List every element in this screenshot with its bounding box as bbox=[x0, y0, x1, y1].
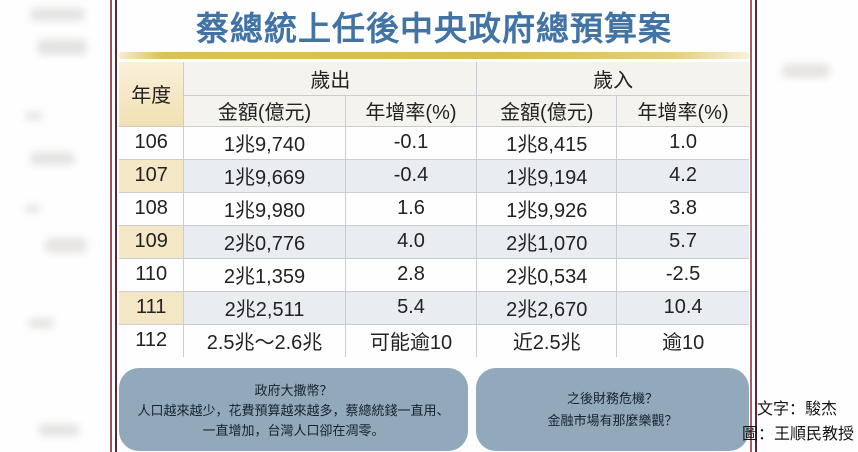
cell-out-amount: 1兆9,740 bbox=[183, 125, 346, 160]
credit-chart-author: 圖：王順民教授 bbox=[742, 426, 855, 443]
page-title: 蔡總統上任後中央政府總預算案 bbox=[196, 10, 672, 47]
callout-finance: 之後財務危機？ 金融市場有那麼樂觀？ bbox=[476, 368, 749, 451]
blurred-artifact bbox=[37, 39, 87, 55]
cell-in-amount: 2兆2,670 bbox=[476, 290, 618, 325]
cell-out-amount: 2兆1,359 bbox=[183, 257, 346, 292]
cell-in-amount: 1兆8,415 bbox=[476, 125, 618, 160]
group-header-revenue: 歲入 bbox=[476, 62, 749, 96]
cell-year: 111 bbox=[119, 290, 185, 325]
cell-out-amount: 2.5兆～2.6兆 bbox=[183, 323, 346, 357]
cell-in-growth: 10.4 bbox=[616, 290, 749, 325]
blurred-artifact bbox=[38, 424, 80, 436]
table-header: 年度 歲出 歲入 金額(億元) 年增率(%) 金額(億元) 年增率(%) bbox=[119, 62, 749, 127]
cell-out-growth: 1.6 bbox=[344, 191, 478, 226]
table-row: 107 1兆9,669 -0.4 1兆9,194 4.2 bbox=[119, 158, 749, 193]
column-header-year: 年度 bbox=[119, 62, 185, 127]
cell-out-amount: 1兆9,980 bbox=[183, 191, 346, 226]
cell-in-growth: 逾10 bbox=[616, 323, 749, 357]
table-row: 108 1兆9,980 1.6 1兆9,926 3.8 bbox=[119, 191, 749, 226]
blurred-artifact bbox=[28, 318, 54, 328]
blurred-artifact bbox=[25, 205, 40, 213]
cell-out-growth: -0.1 bbox=[344, 125, 478, 160]
blurred-artifact bbox=[25, 112, 43, 120]
callout-spending: 政府大撒幣？ 人口越來越少，花費預算越來越多，蔡總統錢一直用、一直增加，台灣人口… bbox=[119, 368, 469, 451]
callouts: 政府大撒幣？ 人口越來越少，花費預算越來越多，蔡總統錢一直用、一直增加，台灣人口… bbox=[119, 368, 749, 451]
cell-out-growth: 4.0 bbox=[344, 224, 478, 259]
credit-text-author: 文字：駿杰 bbox=[757, 401, 838, 418]
table-row: 109 2兆0,776 4.0 2兆1,070 5.7 bbox=[119, 224, 749, 259]
blurred-artifact bbox=[30, 8, 85, 21]
cell-in-growth: -2.5 bbox=[616, 257, 749, 292]
cell-out-growth: -0.4 bbox=[344, 158, 478, 193]
cell-in-amount: 1兆9,194 bbox=[476, 158, 618, 193]
blurred-artifact bbox=[45, 238, 87, 253]
cell-out-amount: 1兆9,669 bbox=[183, 158, 346, 193]
cell-out-growth: 2.8 bbox=[344, 257, 478, 292]
table-row: 111 2兆2,511 5.4 2兆2,670 10.4 bbox=[119, 290, 749, 325]
cell-in-amount: 1兆9,926 bbox=[476, 191, 618, 226]
table-row: 112 2.5兆～2.6兆 可能逾10 近2.5兆 逾10 bbox=[119, 323, 749, 357]
cell-in-growth: 3.8 bbox=[616, 191, 749, 226]
column-header-out-amount: 金額(億元) bbox=[183, 94, 346, 127]
group-header-expenditure: 歲出 bbox=[183, 62, 478, 96]
cell-year: 110 bbox=[119, 257, 185, 292]
cell-out-amount: 2兆2,511 bbox=[183, 290, 346, 325]
left-edge-line-outer bbox=[110, 0, 112, 452]
cell-year: 106 bbox=[119, 125, 185, 160]
blurred-artifact bbox=[30, 152, 75, 165]
callout-finance-text: 金融市場有那麼樂觀？ bbox=[547, 413, 678, 428]
left-edge-line-inner bbox=[115, 0, 117, 452]
cell-in-growth: 5.7 bbox=[616, 224, 749, 259]
cell-year: 107 bbox=[119, 158, 185, 193]
callout-spending-text: 人口越來越少，花費預算越來越多，蔡總統錢一直用、一直增加，台灣人口卻在凋零。 bbox=[137, 403, 450, 438]
blurred-artifact bbox=[782, 64, 830, 78]
cell-year: 109 bbox=[119, 224, 185, 259]
callout-spending-title: 政府大撒幣？ bbox=[254, 383, 333, 398]
callout-finance-title: 之後財務危機？ bbox=[567, 391, 659, 406]
table-row: 106 1兆9,740 -0.1 1兆8,415 1.0 bbox=[119, 125, 749, 160]
cell-year: 108 bbox=[119, 191, 185, 226]
cell-in-amount: 近2.5兆 bbox=[476, 323, 618, 357]
cell-year: 112 bbox=[119, 323, 185, 357]
cell-in-amount: 2兆0,534 bbox=[476, 257, 618, 292]
cell-in-amount: 2兆1,070 bbox=[476, 224, 618, 259]
cell-in-growth: 1.0 bbox=[616, 125, 749, 160]
column-header-out-growth: 年增率(%) bbox=[344, 94, 478, 127]
table-row: 110 2兆1,359 2.8 2兆0,534 -2.5 bbox=[119, 257, 749, 292]
right-edge-line-inner bbox=[750, 0, 752, 452]
cell-in-growth: 4.2 bbox=[616, 158, 749, 193]
budget-table: 年度 歲出 歲入 金額(億元) 年增率(%) 金額(億元) 年增率(%) 106… bbox=[119, 62, 749, 357]
right-edge-line-outer bbox=[755, 0, 757, 452]
cell-out-amount: 2兆0,776 bbox=[183, 224, 346, 259]
infographic-content: 蔡總統上任後中央政府總預算案 年度 歲出 歲入 金額(億元) 年增率(%) bbox=[119, 0, 749, 451]
gold-divider bbox=[119, 52, 749, 59]
cell-out-growth: 可能逾10 bbox=[344, 323, 478, 357]
cell-out-growth: 5.4 bbox=[344, 290, 478, 325]
credits: 文字：駿杰 圖：王順民教授 bbox=[742, 397, 854, 447]
column-header-in-growth: 年增率(%) bbox=[616, 94, 749, 127]
column-header-in-amount: 金額(億元) bbox=[476, 94, 618, 127]
